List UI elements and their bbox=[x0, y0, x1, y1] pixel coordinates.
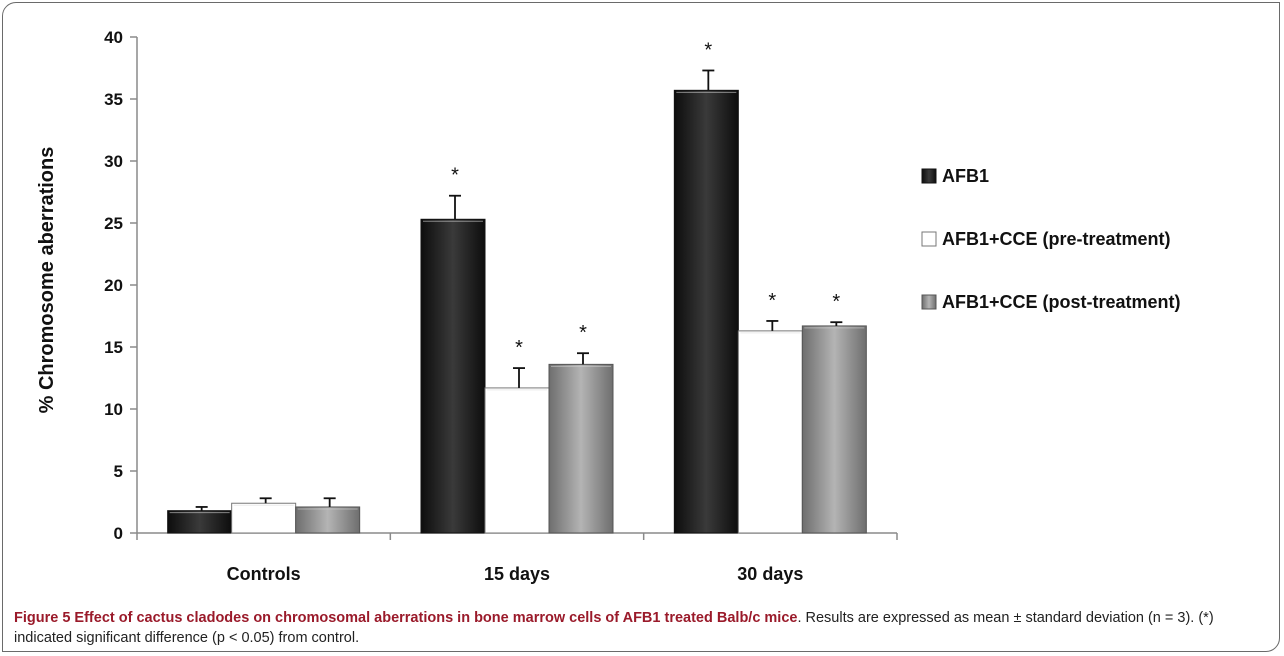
y-tick-label: 20 bbox=[104, 276, 123, 295]
bar bbox=[295, 506, 361, 534]
bar bbox=[167, 510, 233, 534]
legend-entry: AFB1+CCE (pre-treatment) bbox=[942, 229, 1171, 249]
y-tick-label: 15 bbox=[104, 338, 123, 357]
legend-entry: AFB1 bbox=[942, 166, 989, 186]
bar bbox=[673, 89, 739, 534]
legend: AFB1 AFB1+CCE (pre-treatment) AFB1+CCE (po… bbox=[921, 166, 1181, 312]
bar-chart: 0 5 10 15 20 25 30 35 40 Controls 15 days 30 days *… bbox=[36, 28, 1181, 584]
bar bbox=[801, 325, 867, 534]
y-tick-label: 10 bbox=[104, 400, 123, 419]
bar bbox=[420, 218, 486, 534]
significance-marker: * bbox=[768, 290, 776, 312]
x-category-label: 15 days bbox=[484, 564, 550, 584]
significance-marker: * bbox=[579, 322, 587, 344]
x-category-label: Controls bbox=[227, 564, 301, 584]
y-tick-label: 35 bbox=[104, 90, 123, 109]
bar bbox=[231, 502, 297, 534]
legend-swatch bbox=[921, 168, 937, 184]
y-tick-label: 5 bbox=[114, 462, 123, 481]
y-tick-label: 40 bbox=[104, 28, 123, 47]
legend-entry: AFB1+CCE (post-treatment) bbox=[942, 292, 1181, 312]
significance-marker: * bbox=[515, 337, 523, 359]
legend-swatch bbox=[921, 231, 937, 247]
figure-caption: Figure 5 Effect of cactus cladodes on ch… bbox=[14, 608, 1272, 648]
caption-text: . Results are expressed as mean ± standa… bbox=[14, 610, 1214, 646]
y-tick-label: 30 bbox=[104, 152, 123, 171]
significance-marker: * bbox=[704, 39, 712, 61]
caption-label: Figure 5 Effect of cactus cladodes on ch… bbox=[14, 610, 798, 626]
y-axis-label: % Chromosome aberrations bbox=[36, 147, 58, 414]
x-category-label: 30 days bbox=[737, 564, 803, 584]
bar bbox=[737, 330, 803, 534]
bars: * * * * * * bbox=[167, 39, 867, 534]
axes: 0 5 10 15 20 25 30 35 40 Controls 15 days 30 days bbox=[104, 28, 898, 584]
significance-marker: * bbox=[451, 165, 459, 187]
y-tick-label: 25 bbox=[104, 214, 123, 233]
bar bbox=[548, 363, 614, 534]
y-tick-label: 0 bbox=[114, 524, 123, 543]
significance-marker: * bbox=[832, 291, 840, 313]
bar bbox=[484, 387, 550, 534]
legend-swatch bbox=[921, 294, 937, 310]
